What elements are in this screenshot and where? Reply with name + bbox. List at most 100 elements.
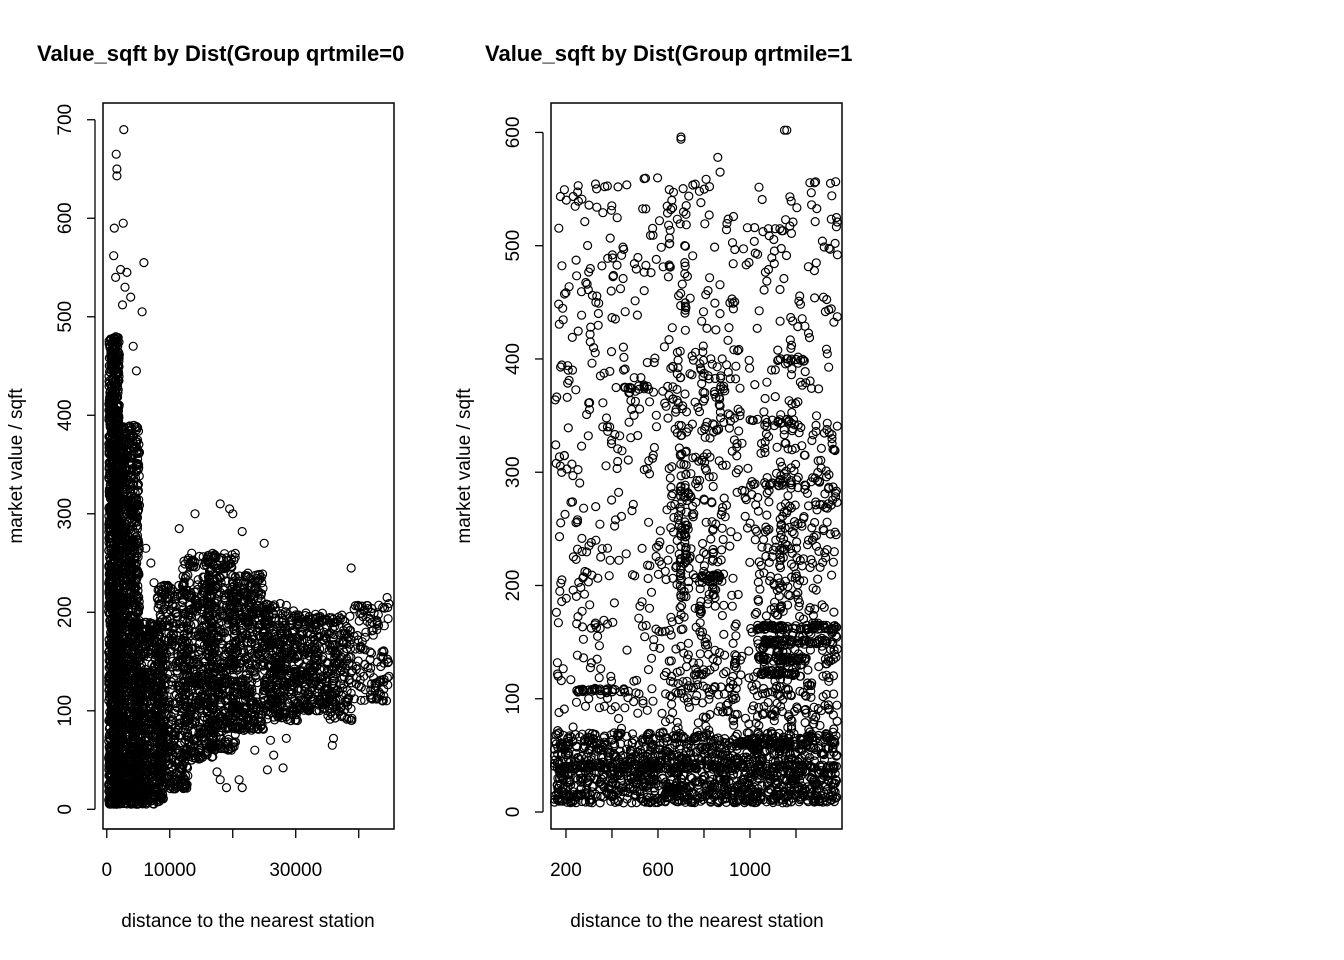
- data-point: [104, 432, 114, 442]
- data-point: [115, 432, 125, 442]
- data-points: [104, 125, 394, 809]
- scatter-panel-qrtmile-0: Value_sqft by Dist(Group qrtmile=0 marke…: [6, 41, 404, 932]
- data-point: [118, 683, 128, 694]
- data-point: [107, 678, 117, 688]
- y-axis-label: market value / sqft: [6, 388, 27, 544]
- data-point: [115, 447, 125, 457]
- data-point: [115, 495, 126, 505]
- data-point: [115, 620, 125, 630]
- data-point: [122, 799, 132, 809]
- data-point: [113, 749, 124, 759]
- data-point: [129, 595, 139, 605]
- data-point: [121, 445, 131, 455]
- data-point: [115, 696, 125, 706]
- data-point: [104, 502, 115, 512]
- data-point: [134, 439, 144, 449]
- data-point: [105, 462, 115, 473]
- data-point: [109, 701, 119, 711]
- data-point: [114, 496, 124, 507]
- data-point: [106, 563, 116, 573]
- data-point: [116, 422, 126, 432]
- data-point: [104, 484, 115, 494]
- data-point: [118, 615, 128, 625]
- data-point: [116, 514, 126, 524]
- data-point: [104, 723, 115, 734]
- data-point: [120, 794, 130, 805]
- data-point: [112, 408, 122, 418]
- data-point: [127, 464, 137, 474]
- data-point: [114, 348, 124, 358]
- data-point: [129, 420, 139, 430]
- data-point: [114, 591, 124, 601]
- data-point: [128, 545, 138, 555]
- data-point: [106, 426, 117, 436]
- data-point: [122, 524, 133, 534]
- data-point: [124, 562, 134, 572]
- data-point: [106, 368, 116, 378]
- data-point: [104, 639, 115, 649]
- chart-title: Value_sqft by Dist(Group qrtmile=0: [37, 41, 404, 66]
- data-point: [115, 738, 126, 748]
- data-point: [114, 376, 124, 386]
- data-point: [106, 501, 117, 511]
- data-point: [123, 593, 133, 603]
- data-point: [125, 421, 135, 431]
- data-point: [118, 579, 128, 589]
- data-point: [126, 513, 136, 524]
- data-point: [104, 488, 115, 498]
- data-point: [113, 551, 123, 561]
- data-point: [133, 581, 143, 591]
- data-point: [134, 471, 144, 481]
- data-point: [178, 564, 188, 574]
- data-point: [104, 602, 115, 612]
- data-point: [105, 531, 115, 541]
- data-point: [116, 535, 126, 545]
- data-point: [109, 348, 119, 358]
- data-point: [129, 569, 139, 579]
- data-point: [121, 788, 131, 798]
- data-point: [117, 625, 128, 635]
- data-point: [118, 670, 128, 680]
- data-point: [109, 360, 119, 370]
- data-point: [104, 646, 114, 656]
- data-point: [113, 743, 124, 753]
- data-point: [119, 605, 130, 615]
- data-point: [132, 590, 142, 600]
- data-point: [127, 509, 137, 520]
- data-point: [123, 452, 133, 462]
- x-axis-label: distance to the nearest station: [121, 911, 375, 932]
- data-point: [109, 334, 119, 344]
- data-point: [110, 391, 120, 401]
- data-point: [114, 708, 124, 718]
- data-point: [131, 436, 141, 446]
- data-point: [117, 568, 127, 578]
- data-point: [124, 443, 134, 453]
- data-point: [122, 772, 132, 782]
- data-point: [119, 778, 129, 788]
- data-point: [131, 560, 141, 571]
- data-point: [104, 755, 115, 765]
- data-point: [132, 524, 142, 534]
- data-point: [114, 478, 124, 488]
- data-point: [134, 601, 144, 611]
- data-point: [126, 536, 136, 546]
- data-point: [114, 759, 125, 769]
- data-point: [124, 555, 134, 566]
- data-point: [115, 648, 126, 658]
- data-point: [132, 425, 142, 435]
- data-point: [118, 722, 128, 732]
- data-point: [113, 720, 123, 730]
- data-point: [111, 332, 121, 342]
- data-point: [104, 606, 114, 617]
- data-point: [120, 479, 130, 490]
- data-point: [119, 601, 129, 612]
- data-point: [114, 661, 124, 671]
- data-point: [121, 678, 131, 688]
- data-point: [104, 562, 115, 572]
- data-point: [125, 698, 135, 708]
- data-point: [105, 525, 115, 536]
- data-point: [116, 540, 127, 550]
- data-point: [130, 600, 140, 610]
- data-point: [133, 548, 143, 558]
